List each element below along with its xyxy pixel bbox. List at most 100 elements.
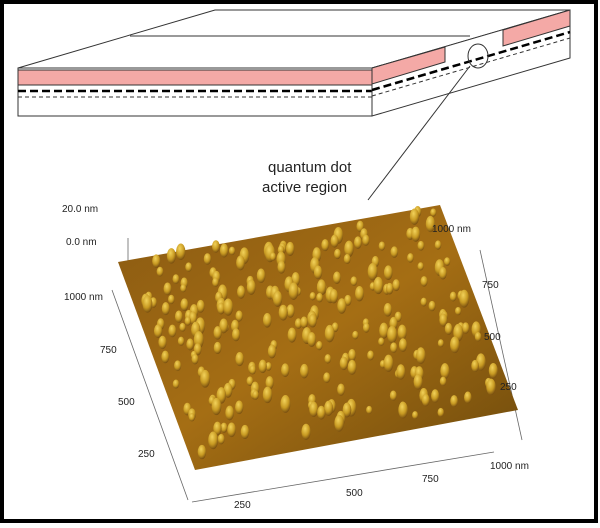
dot (262, 386, 273, 404)
dot (324, 324, 335, 343)
dot (180, 298, 189, 312)
dot (347, 359, 357, 375)
dot (225, 405, 234, 421)
dot (333, 271, 341, 284)
dot (223, 298, 234, 316)
dot (387, 325, 398, 344)
dot (407, 253, 414, 263)
dot (316, 279, 327, 296)
dot (235, 352, 244, 367)
dot (184, 316, 192, 326)
dot (434, 240, 442, 250)
dot (161, 302, 170, 316)
dot (486, 378, 496, 396)
dot (278, 304, 288, 321)
dot (416, 347, 426, 364)
dot (294, 318, 302, 329)
dot (450, 395, 458, 408)
dot (409, 208, 420, 225)
axis-label: 750 (482, 280, 499, 291)
dot (213, 421, 222, 436)
dot (235, 310, 243, 322)
dot (280, 395, 291, 413)
dot (152, 254, 161, 268)
dot (324, 354, 332, 364)
dot (379, 322, 389, 339)
dot (430, 208, 437, 217)
dot (455, 306, 462, 316)
dot (417, 262, 424, 271)
dot (265, 376, 274, 390)
z-axis-label: 0.0 nm (66, 237, 97, 248)
dot (420, 297, 427, 307)
dot (398, 338, 408, 352)
dot (269, 252, 276, 261)
dot (428, 300, 436, 312)
dot (324, 400, 334, 416)
dot (444, 257, 451, 266)
axis-label: 250 (500, 382, 517, 393)
dot (444, 322, 453, 335)
dot (186, 338, 194, 351)
dot (236, 255, 245, 271)
dot (172, 274, 180, 285)
dot (334, 414, 344, 432)
dot (309, 401, 319, 417)
dot (281, 363, 290, 378)
dot (459, 289, 470, 308)
dot (196, 299, 205, 313)
callout-label: quantum dot (268, 159, 352, 176)
dot (211, 397, 222, 416)
dot (179, 322, 186, 332)
dot (383, 354, 394, 372)
dot (203, 253, 212, 265)
axis-label: 500 (118, 397, 135, 408)
dot (398, 401, 408, 419)
dot (330, 234, 339, 248)
dot (246, 279, 256, 295)
dot (256, 268, 266, 284)
dot (390, 246, 399, 258)
dot (228, 246, 236, 256)
dot (300, 316, 308, 329)
dot (450, 336, 460, 354)
dot (421, 393, 430, 407)
dot (362, 234, 370, 246)
dot (385, 282, 394, 295)
dot (267, 344, 277, 359)
dot (188, 413, 195, 422)
dot (142, 295, 153, 313)
dot (354, 286, 364, 302)
dot (339, 356, 348, 371)
dot (350, 276, 358, 287)
dot (396, 364, 406, 380)
dot (301, 423, 311, 440)
axis-label: 500 (484, 332, 501, 343)
dot (392, 279, 400, 292)
axis-label: 250 (138, 449, 155, 460)
dot (174, 360, 182, 372)
dot (383, 303, 392, 317)
dot (172, 379, 180, 389)
dot (287, 327, 297, 343)
dot (343, 254, 351, 265)
dot (156, 266, 164, 277)
dot (185, 262, 192, 272)
dot (390, 342, 398, 354)
dot (440, 363, 450, 380)
dot (413, 374, 423, 390)
axis-label: 1000 nm (64, 292, 103, 303)
dot (191, 353, 199, 365)
dot (344, 294, 352, 306)
dot (237, 285, 246, 299)
dot (262, 313, 272, 328)
axis-label: 750 (100, 345, 117, 356)
axis-label: 500 (346, 488, 363, 499)
dot (378, 241, 386, 251)
dot (412, 411, 419, 420)
dot (153, 324, 163, 339)
dot (337, 383, 345, 396)
dot (227, 422, 236, 438)
dot (439, 313, 448, 327)
